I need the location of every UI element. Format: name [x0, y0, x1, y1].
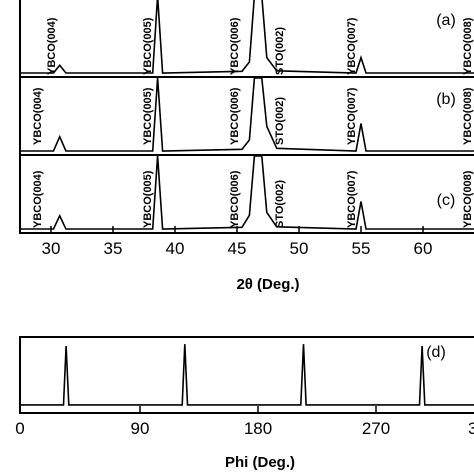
phi-plot: 0 90 180 270 3 Phi (Deg.) (d): [15, 336, 474, 471]
tick-label-30: 30: [42, 239, 61, 258]
peak-labels-b: YBCO(004) YBCO(005) YBCO(006) STO(002) Y…: [32, 87, 474, 145]
peak-label-b-ybco008: YBCO(008): [462, 87, 474, 145]
series-c-line: [21, 155, 474, 230]
tick-label-phi-0: 0: [15, 419, 24, 438]
peak-label-c-ybco006: YBCO(006): [229, 170, 241, 228]
peak-label-b-ybco004: YBCO(004): [32, 87, 44, 145]
peak-label-a-ybco008: YBCO(008): [462, 17, 474, 75]
panel-c-frame: [19, 154, 474, 234]
two-theta-axis-label: 2θ (Deg.): [236, 276, 299, 293]
panel-tag-d: (d): [426, 344, 446, 361]
tick-label-55: 55: [352, 239, 371, 258]
tick-label-50: 50: [290, 239, 309, 258]
tick-label-phi-360-partial: 3: [468, 419, 474, 438]
phi-axis-label: Phi (Deg.): [225, 454, 295, 471]
series-b-line: [21, 77, 474, 152]
tick-label-phi-270: 270: [362, 419, 390, 438]
two-theta-tick-marks: [50, 226, 424, 233]
peak-label-c-ybco005: YBCO(005): [142, 170, 154, 228]
peak-label-c-sto002: STO(002): [274, 180, 286, 228]
panel-tag-a: (a): [436, 12, 456, 29]
peak-labels-c: YBCO(004) YBCO(005) YBCO(006) STO(002) Y…: [32, 170, 474, 228]
peak-label-c-ybco007: YBCO(007): [346, 170, 358, 228]
phi-tick-marks: [19, 406, 377, 413]
peak-labels-a: YBCO(004) YBCO(005) YBCO(006) STO(002) Y…: [46, 17, 474, 75]
peak-label-a-ybco005: YBCO(005): [142, 17, 154, 75]
tick-label-phi-90: 90: [131, 419, 150, 438]
tick-label-45: 45: [228, 239, 247, 258]
tick-label-35: 35: [104, 239, 123, 258]
peak-label-b-ybco006: YBCO(006): [229, 87, 241, 145]
panel-tag-c: (c): [437, 192, 456, 209]
peak-label-a-ybco004: YBCO(004): [46, 17, 58, 75]
series-a-line: [21, 0, 474, 74]
two-theta-plot: 30 35 40 45 50 55 60 2θ (Deg.) (a) (b) (…: [19, 0, 474, 293]
series-d-line: [21, 344, 474, 406]
peak-label-b-sto002: STO(002): [274, 97, 286, 145]
peak-label-a-ybco006: YBCO(006): [229, 17, 241, 75]
peak-label-a-sto002: STO(002): [274, 27, 286, 75]
tick-label-phi-180: 180: [244, 419, 272, 438]
peak-label-c-ybco008: YBCO(008): [462, 170, 474, 228]
panel-tag-b: (b): [436, 91, 456, 108]
peak-label-b-ybco007: YBCO(007): [346, 87, 358, 145]
tick-label-60: 60: [414, 239, 433, 258]
panel-d-frame: [19, 336, 474, 414]
peak-label-a-ybco007: YBCO(007): [346, 17, 358, 75]
tick-label-40: 40: [166, 239, 185, 258]
peak-label-b-ybco005: YBCO(005): [142, 87, 154, 145]
peak-label-c-ybco004: YBCO(004): [32, 170, 44, 228]
